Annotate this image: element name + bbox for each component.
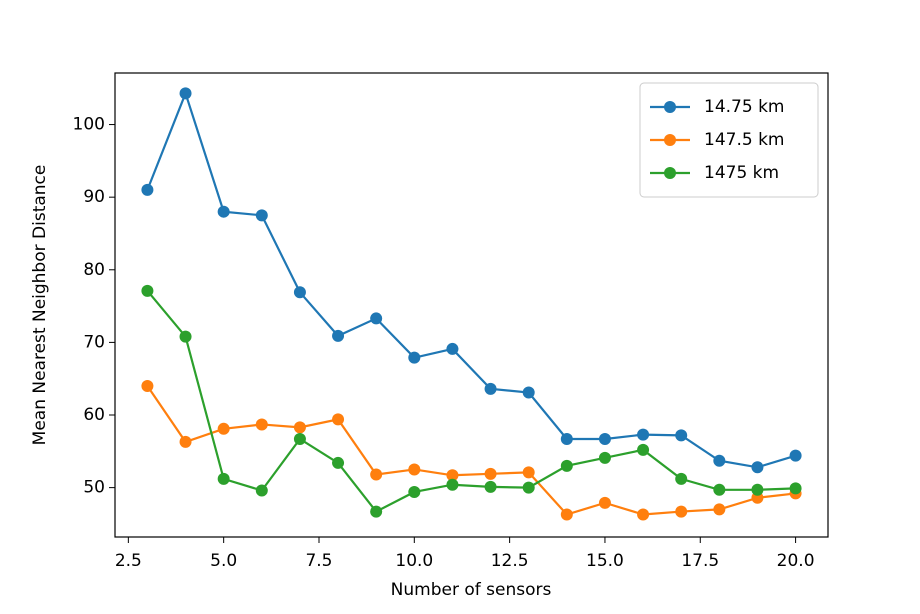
legend-label: 14.75 km bbox=[704, 97, 784, 117]
x-tick-label: 20.0 bbox=[777, 551, 815, 571]
data-point bbox=[179, 435, 192, 448]
data-point bbox=[370, 468, 383, 481]
legend-label: 147.5 km bbox=[704, 130, 784, 150]
y-tick-label: 100 bbox=[73, 115, 105, 135]
data-point bbox=[637, 428, 650, 441]
x-tick-label: 10.0 bbox=[395, 551, 433, 571]
data-point bbox=[293, 432, 306, 445]
data-point bbox=[217, 422, 230, 435]
data-point bbox=[217, 472, 230, 485]
data-point bbox=[560, 508, 573, 521]
data-point bbox=[598, 451, 611, 464]
data-point bbox=[751, 461, 764, 474]
data-point bbox=[522, 481, 535, 494]
data-point bbox=[408, 351, 421, 364]
legend-marker bbox=[664, 134, 676, 146]
data-point bbox=[446, 342, 459, 355]
data-point bbox=[179, 87, 192, 100]
y-tick-label: 80 bbox=[83, 260, 105, 280]
y-tick-label: 70 bbox=[83, 332, 105, 352]
data-point bbox=[789, 449, 802, 462]
data-point bbox=[255, 418, 268, 431]
data-point bbox=[598, 496, 611, 509]
data-point bbox=[332, 413, 345, 426]
data-point bbox=[332, 456, 345, 469]
legend-marker bbox=[664, 101, 676, 113]
data-point bbox=[293, 421, 306, 434]
data-point bbox=[446, 469, 459, 482]
data-point bbox=[370, 505, 383, 518]
legend-box bbox=[639, 82, 819, 198]
x-tick-label: 2.5 bbox=[115, 551, 142, 571]
legend-marker bbox=[664, 167, 676, 179]
data-point bbox=[332, 329, 345, 342]
data-point bbox=[751, 483, 764, 496]
data-point bbox=[217, 205, 230, 218]
data-point bbox=[484, 480, 497, 493]
x-tick-label: 12.5 bbox=[491, 551, 529, 571]
y-tick-label: 60 bbox=[83, 405, 105, 425]
data-point bbox=[675, 472, 688, 485]
y-tick-label: 90 bbox=[83, 187, 105, 207]
y-tick-label: 50 bbox=[83, 478, 105, 498]
y-axis-label: Mean Nearest Neighbor Distance bbox=[30, 165, 50, 446]
data-point bbox=[522, 386, 535, 399]
data-point bbox=[637, 508, 650, 521]
data-point bbox=[560, 459, 573, 472]
data-point bbox=[293, 286, 306, 299]
data-point bbox=[141, 284, 154, 297]
data-point bbox=[179, 330, 192, 343]
data-point bbox=[141, 379, 154, 392]
data-point bbox=[560, 432, 573, 445]
data-point bbox=[408, 485, 421, 498]
data-point bbox=[522, 466, 535, 479]
data-point bbox=[255, 209, 268, 222]
x-tick-label: 7.5 bbox=[305, 551, 332, 571]
data-point bbox=[713, 503, 726, 516]
x-tick-label: 5.0 bbox=[210, 551, 237, 571]
data-point bbox=[789, 482, 802, 495]
data-point bbox=[141, 183, 154, 196]
data-point bbox=[637, 443, 650, 456]
data-point bbox=[598, 432, 611, 445]
data-point bbox=[713, 454, 726, 467]
series-line bbox=[146, 90, 796, 469]
data-point bbox=[408, 463, 421, 476]
data-point bbox=[675, 505, 688, 518]
series-line bbox=[146, 290, 796, 513]
series-line bbox=[146, 385, 796, 516]
x-tick-label: 17.5 bbox=[681, 551, 719, 571]
data-point bbox=[255, 484, 268, 497]
legend-label: 1475 km bbox=[704, 163, 779, 183]
data-point bbox=[484, 467, 497, 480]
data-point bbox=[713, 483, 726, 496]
data-point bbox=[484, 382, 497, 395]
data-point bbox=[675, 429, 688, 442]
data-point bbox=[446, 478, 459, 491]
data-point bbox=[370, 312, 383, 325]
x-axis-label: Number of sensors bbox=[391, 580, 552, 600]
plot-frame bbox=[114, 72, 829, 538]
x-tick-label: 15.0 bbox=[586, 551, 624, 571]
